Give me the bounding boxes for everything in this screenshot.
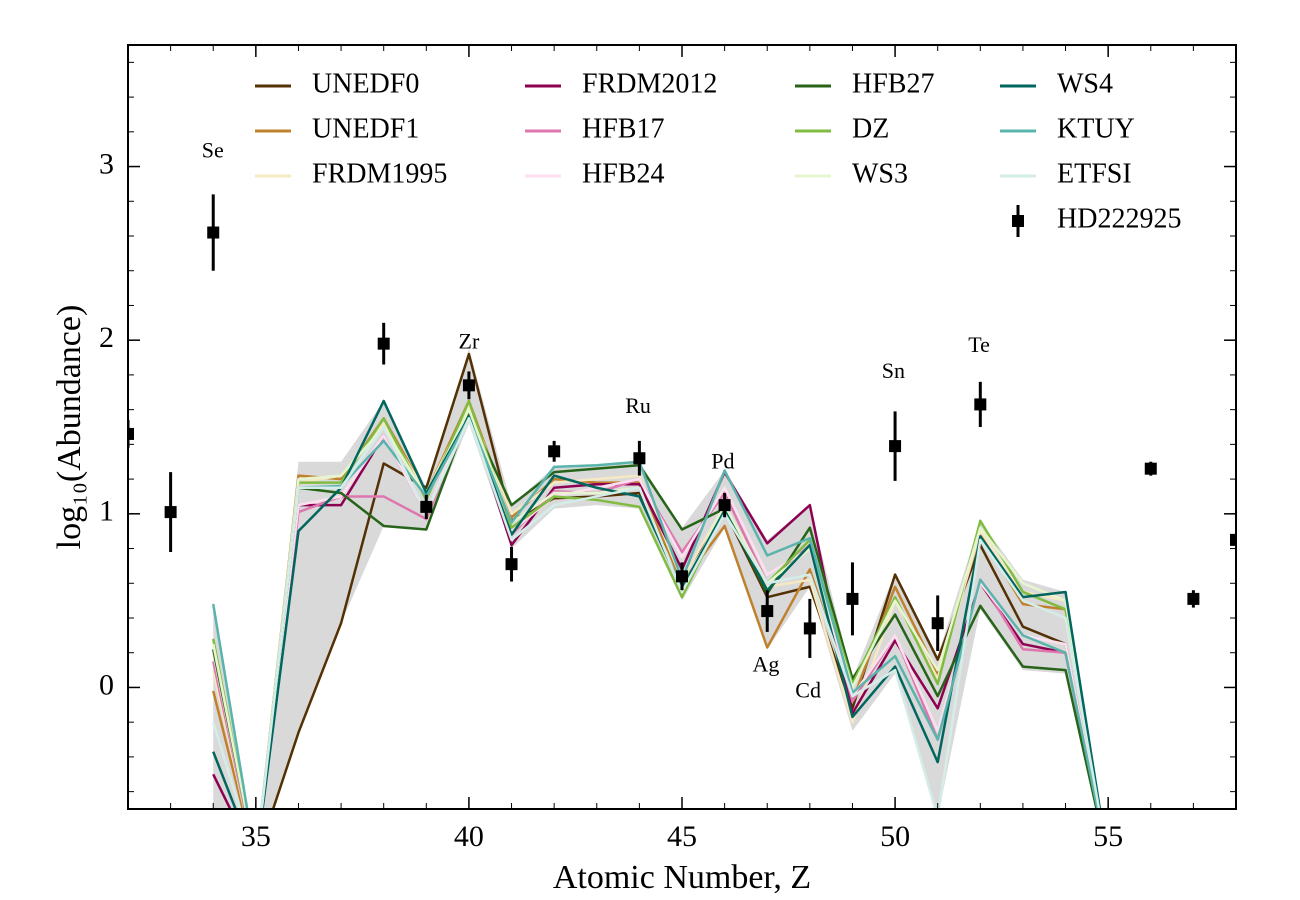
legend-swatch [1012, 215, 1024, 227]
data-point [718, 499, 731, 512]
y-tick-label: 1 [99, 495, 114, 528]
plot-area [128, 194, 1236, 809]
legend-label: HD222925 [1057, 203, 1181, 234]
element-label: Te [968, 332, 990, 357]
legend-label: DZ [852, 113, 889, 144]
legend-label: HFB17 [582, 113, 664, 144]
data-point [164, 506, 177, 519]
element-label: Ag [753, 652, 780, 677]
element-label: Cd [795, 678, 821, 703]
y-tick-label: 2 [99, 321, 114, 354]
data-point [1230, 533, 1236, 546]
data-point [889, 440, 902, 453]
x-tick-label: 40 [454, 820, 484, 853]
legend-label: FRDM2012 [582, 68, 717, 99]
legend-label: HFB27 [852, 68, 934, 99]
data-point [207, 226, 220, 239]
model-line [212, 417, 1101, 809]
y-tick-label: 0 [99, 668, 114, 701]
axes: Se Zr Ru Pd Ag Cd Sn Te 35 40 45 50 55 0 1 2 3 UNEDF0 UNED… [99, 44, 1237, 853]
data-point [974, 398, 987, 411]
data-point [377, 337, 390, 350]
y-tick-label: 3 [99, 147, 114, 180]
data-point [1187, 592, 1200, 605]
data-point [846, 592, 859, 605]
data-point [633, 452, 646, 465]
x-tick-label: 45 [667, 820, 697, 853]
data-point [761, 605, 774, 618]
y-axis-label: log₁₀(Abundance) [51, 305, 88, 550]
element-label: Zr [459, 329, 480, 354]
element-label: Sn [882, 358, 905, 383]
x-tick-label: 35 [241, 820, 271, 853]
data-point [420, 500, 433, 513]
data-point [1144, 462, 1157, 475]
element-label: Se [202, 138, 224, 163]
legend-label: HFB24 [582, 158, 664, 189]
x-tick-label: 55 [1093, 820, 1123, 853]
legend-label: WS4 [1057, 68, 1113, 99]
data-point [803, 622, 816, 635]
legend-label: ETFSI [1057, 158, 1132, 189]
data-point [462, 379, 475, 392]
legend-label: UNEDF1 [312, 113, 419, 144]
legend-label: WS3 [852, 158, 908, 189]
model-line [211, 417, 1099, 809]
data-point [548, 445, 561, 458]
x-axis-label: Atomic Number, Z [553, 859, 811, 896]
x-tick-label: 50 [880, 820, 910, 853]
data-point [128, 427, 134, 440]
element-label: Ru [625, 393, 651, 418]
legend-label: KTUY [1057, 113, 1135, 144]
data-point [931, 617, 944, 630]
element-label: Pd [711, 449, 734, 474]
legend-label: UNEDF0 [312, 68, 419, 99]
data-point [676, 570, 688, 583]
legend-label: FRDM1995 [312, 158, 447, 189]
data-point [505, 558, 518, 571]
